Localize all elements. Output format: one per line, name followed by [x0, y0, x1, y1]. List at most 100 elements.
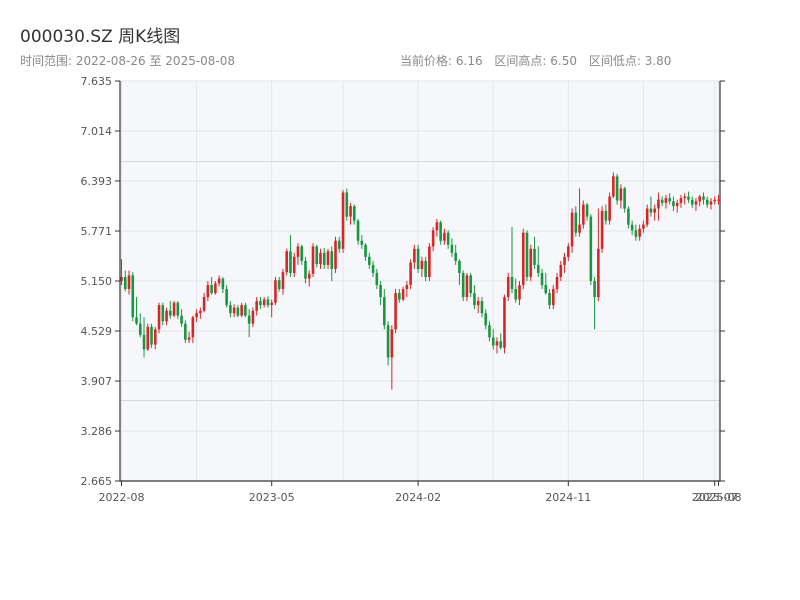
candle-body — [375, 272, 379, 286]
candle-body — [337, 240, 341, 249]
candle-body — [653, 208, 656, 213]
candle-body — [236, 307, 240, 316]
candle-body — [296, 246, 300, 257]
current-price-stat: 当前价格: 6.16 — [400, 54, 483, 68]
candle-body — [315, 246, 319, 265]
time-range-separator: 至 — [149, 54, 162, 68]
candle-body — [191, 317, 195, 338]
candle-body — [259, 301, 262, 306]
candle-body — [521, 232, 525, 286]
candle-body — [217, 278, 221, 284]
candle-body — [604, 210, 608, 221]
candle-body — [612, 176, 615, 197]
candle-body — [127, 275, 131, 290]
candle-body — [454, 252, 457, 261]
candle-body — [623, 188, 626, 209]
candle-body — [255, 301, 258, 311]
x-tick-label: 2023-05 — [249, 491, 295, 504]
candle-body — [525, 232, 529, 277]
candle-body — [176, 302, 180, 316]
candle-body — [360, 240, 364, 245]
candle-body — [619, 188, 623, 201]
candle-body — [379, 285, 382, 298]
candle-body — [600, 210, 604, 249]
candle-body — [277, 280, 281, 290]
candle-body — [232, 307, 236, 314]
candle-body — [675, 202, 679, 207]
candle-body — [161, 305, 165, 322]
candle-body — [476, 301, 480, 306]
candle-body — [153, 329, 157, 345]
candle-body — [428, 246, 431, 277]
candle-body — [244, 305, 247, 316]
candle-body — [548, 293, 551, 306]
y-tick-label: 7.014 — [81, 125, 113, 138]
candle-body — [533, 248, 536, 265]
y-tick-label: 6.393 — [81, 175, 113, 188]
time-range-label: 时间范围: — [20, 54, 73, 68]
y-tick-label: 7.635 — [81, 75, 113, 88]
candle-body — [630, 224, 634, 231]
candle-body — [368, 256, 371, 265]
candle-body — [135, 317, 138, 324]
candle-body — [229, 305, 232, 314]
candle-body — [364, 244, 367, 257]
candle-body — [597, 248, 600, 298]
candle-body — [180, 315, 183, 324]
candle-body — [668, 198, 671, 202]
range-high-value: 6.50 — [550, 54, 578, 68]
candle-body — [638, 228, 641, 237]
candle-body — [334, 240, 337, 269]
candle-body — [480, 301, 484, 314]
candle-body — [510, 276, 514, 290]
candle-body — [484, 313, 488, 326]
candle-body — [300, 246, 304, 261]
range-high-label: 区间高点: — [494, 54, 547, 68]
candle-body — [120, 276, 123, 281]
candle-body — [424, 260, 427, 277]
candle-body — [705, 199, 709, 205]
candle-body — [416, 248, 420, 269]
candle-body — [398, 293, 401, 300]
candle-body — [184, 323, 187, 340]
x-tick-label: 2022-08 — [99, 491, 145, 504]
candle-body — [499, 341, 503, 348]
candle-body — [514, 289, 518, 300]
candle-body — [717, 199, 720, 201]
range-low-stat: 区间低点: 3.80 — [589, 54, 672, 68]
candle-body — [473, 293, 476, 306]
candle-body — [352, 206, 356, 221]
candle-body — [506, 276, 510, 298]
candle-body — [157, 305, 161, 330]
candle-body — [435, 222, 439, 231]
range-low-value: 3.80 — [644, 54, 672, 68]
candle-body — [570, 212, 574, 247]
candle-body — [266, 299, 270, 306]
candle-body — [582, 204, 585, 225]
candle-body — [405, 285, 409, 290]
candle-body — [225, 289, 228, 306]
candle-body — [311, 246, 315, 274]
candle-body — [608, 196, 611, 221]
candle-body — [450, 244, 454, 253]
x-tick-label: 2025-08 — [696, 491, 742, 504]
candle-body — [172, 302, 176, 316]
candle-body — [330, 251, 334, 269]
candle-body — [649, 208, 653, 213]
candle-body — [285, 251, 289, 273]
candle-body — [195, 313, 198, 318]
time-range-start: 2022-08-26 — [75, 54, 146, 68]
y-tick-label: 3.907 — [81, 375, 113, 388]
candle-body — [210, 285, 213, 294]
candle-body — [529, 248, 533, 277]
candle-body — [540, 272, 544, 286]
candle-body — [146, 326, 150, 350]
candle-body — [544, 285, 548, 294]
x-tick-label: 2024-11 — [545, 491, 591, 504]
candle-body — [627, 208, 630, 225]
candle-body — [672, 201, 675, 207]
candle-body — [431, 230, 435, 247]
y-tick-label: 3.286 — [81, 425, 113, 438]
candle-body — [356, 220, 360, 241]
